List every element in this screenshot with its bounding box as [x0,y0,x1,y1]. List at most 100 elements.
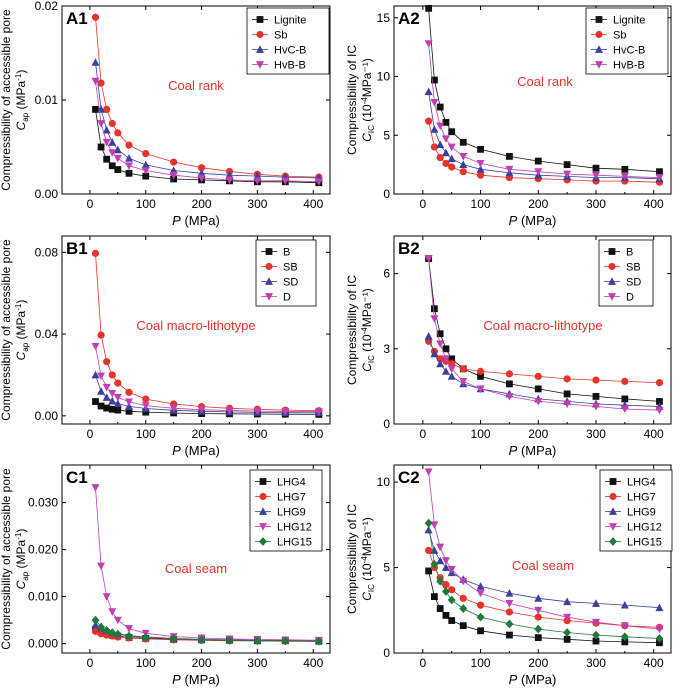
data-point [197,635,206,645]
y-axis-symbol: C [14,121,28,130]
legend-entry: SD [626,277,641,289]
y-axis-unit-close: ) [14,70,28,74]
data-point [113,616,122,625]
data-point [534,613,542,621]
data-point [448,617,456,624]
y-axis-exponent: -4 [360,327,369,335]
data-point [534,168,543,176]
x-tick-label: 0 [420,656,427,670]
data-point [592,393,600,400]
data-point [563,390,571,398]
data-point [442,118,450,126]
x-axis-unit: (MPa) [517,213,556,228]
data-point [108,162,116,170]
legend-marker [256,30,264,39]
x-tick-label: 100 [471,197,491,211]
data-point [477,145,484,153]
legend-entry: D [626,292,634,304]
legend-entry: HvB-B [613,60,645,72]
panel-a2: 0 100 200 300 400 0 5 10 15 P (MPa) Compressibilit… [345,4,672,228]
data-point [197,174,206,183]
data-point [108,149,117,157]
data-point [170,158,178,166]
data-point [103,155,111,163]
y-tick-label: 0.00 [35,409,59,423]
data-point [102,593,111,601]
series-hvb-b [424,40,664,182]
y-axis-label-line2: CIC (10-4MPa⁻¹) [360,58,376,141]
data-point [97,562,106,571]
legend: LHG4 LHG7 LHG9 LHG12 LHG15 [249,469,323,552]
data-point [476,367,485,375]
y-axis-symbol: C [360,592,374,601]
data-point [141,160,150,169]
x-tick-label: 100 [136,427,156,441]
data-point [253,636,262,646]
y-axis-subscript: IC [367,355,376,363]
y-axis-symbol: C [14,580,28,589]
x-tick-label: 400 [644,427,664,441]
x-axis-unit: (MPa) [517,443,556,458]
panel-annotation: Coal macro-lithotype [483,318,602,333]
data-point [97,331,105,339]
legend-entry: LHG4 [277,477,306,489]
x-tick-label: 100 [136,656,156,670]
y-axis-label-line1: Compressibility of accessible pore [0,239,13,421]
legend-box [598,239,654,307]
legend-entry: SD [283,277,298,289]
data-point [563,628,572,637]
data-point [656,398,663,405]
x-axis-symbol: P [509,213,518,228]
data-point [505,370,514,378]
plot-frame [61,235,331,425]
data-point [448,355,456,363]
data-point [103,358,111,366]
y-axis-subscript: IC [367,125,376,133]
data-point [114,379,122,387]
legend-entry: D [283,292,291,304]
x-tick-label: 200 [528,656,548,670]
data-point [655,634,664,643]
legend: B SB SD D [598,239,654,307]
y-axis-exponent: -4 [360,556,369,564]
data-point [505,588,514,597]
plot-frame [393,235,672,425]
y-tick-label: 15 [377,11,391,25]
x-axis-label: P (MPa) [509,672,557,687]
data-point [620,405,629,414]
data-point [441,367,450,375]
data-point [476,171,485,179]
data-point [125,625,133,633]
x-axis-unit: (MPa) [181,443,220,458]
data-point [430,315,439,323]
data-point [591,618,600,627]
data-point [441,557,450,565]
data-point [506,153,513,160]
data-point [424,518,433,528]
data-point [655,603,664,612]
data-point [442,581,450,589]
y-tick-label: 10 [377,475,391,489]
data-point [441,587,450,596]
x-tick-label: 200 [192,197,212,211]
x-tick-label: 300 [586,656,606,670]
y-axis-unit: (MPa [14,310,28,342]
x-tick-label: 0 [420,197,427,211]
data-point [281,636,290,646]
data-point [425,117,433,125]
data-point [459,138,467,146]
data-point [92,106,99,113]
legend-entry: HvB-B [274,60,306,72]
y-tick-label: 10 [377,70,391,84]
data-point [430,349,439,358]
y-tick-label: 5 [383,128,390,142]
data-point [281,177,290,186]
data-point [621,165,629,173]
series-b [425,255,663,405]
data-point [197,406,206,414]
y-axis-subscript: ap [21,342,30,351]
data-point [441,563,450,571]
data-point [592,376,600,384]
data-point [314,408,323,416]
